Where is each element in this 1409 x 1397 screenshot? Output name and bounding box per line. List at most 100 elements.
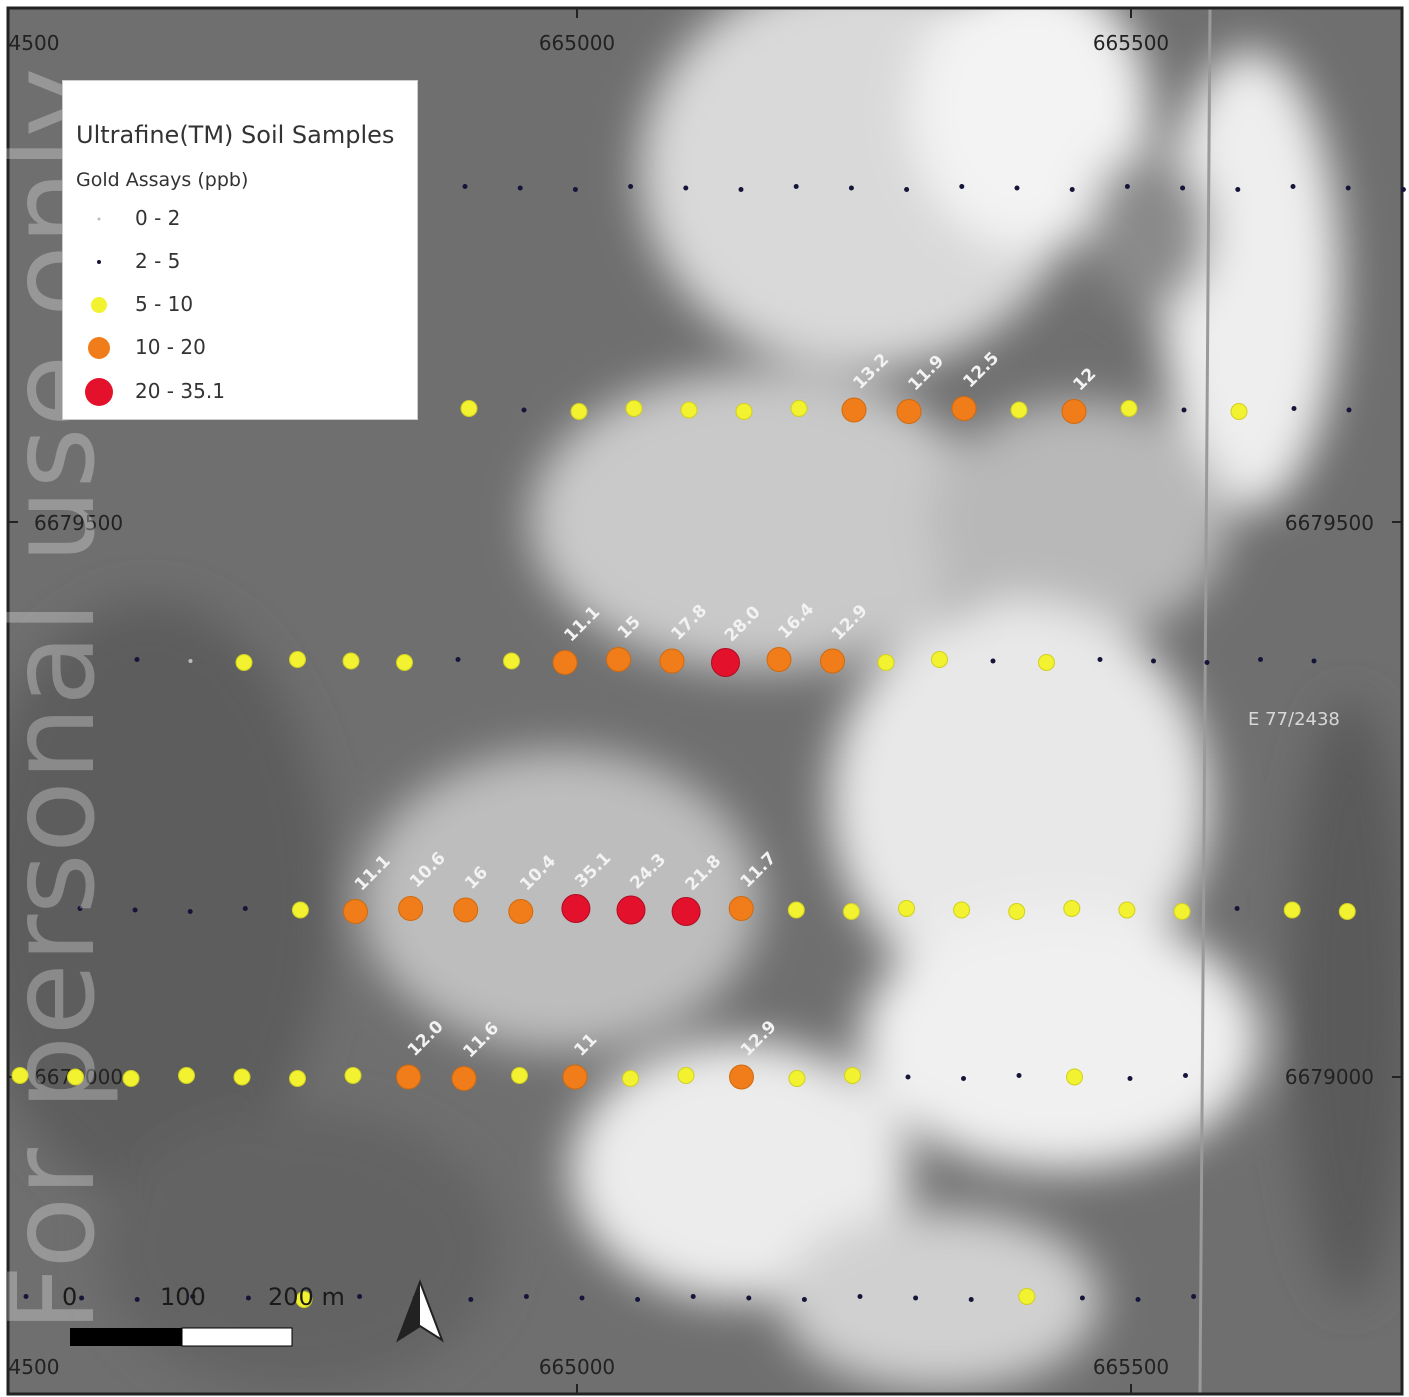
soil-sample-point[interactable] — [729, 1064, 754, 1090]
soil-sample-point[interactable] — [1018, 1288, 1036, 1305]
soil-sample-point[interactable] — [677, 1067, 695, 1084]
soil-sample-point[interactable] — [931, 651, 948, 668]
soil-sample-point[interactable] — [728, 896, 754, 921]
soil-sample-point[interactable] — [1120, 400, 1138, 417]
soil-sample-point[interactable] — [690, 1294, 696, 1299]
soil-sample-point[interactable] — [122, 1070, 140, 1087]
soil-sample-point[interactable] — [905, 1074, 911, 1080]
soil-sample-point[interactable] — [1283, 901, 1301, 919]
soil-sample-point[interactable] — [342, 652, 360, 670]
soil-sample-point[interactable] — [1204, 660, 1210, 665]
soil-sample-point[interactable] — [625, 400, 643, 417]
soil-sample-point[interactable] — [1338, 903, 1356, 920]
soil-sample-point[interactable] — [622, 1070, 639, 1087]
soil-sample-point[interactable] — [746, 1295, 752, 1301]
soil-sample-point[interactable] — [1097, 657, 1103, 662]
soil-sample-point[interactable] — [953, 901, 971, 919]
soil-sample-point[interactable] — [1061, 399, 1087, 424]
soil-sample-point[interactable] — [877, 654, 895, 671]
soil-sample-point[interactable] — [1235, 187, 1241, 192]
soil-sample-point[interactable] — [1180, 185, 1186, 191]
soil-sample-point[interactable] — [968, 1297, 974, 1302]
soil-sample-point[interactable] — [896, 399, 922, 424]
soil-sample-point[interactable] — [1069, 187, 1075, 192]
soil-sample-point[interactable] — [1151, 658, 1156, 664]
soil-sample-point[interactable] — [801, 1297, 807, 1302]
soil-sample-point[interactable] — [233, 1068, 251, 1086]
soil-sample-point[interactable] — [521, 407, 527, 413]
soil-sample-point[interactable] — [788, 1070, 806, 1087]
soil-sample-point[interactable] — [766, 647, 792, 672]
soil-sample-point[interactable] — [1173, 903, 1191, 920]
soil-sample-point[interactable] — [1181, 407, 1187, 413]
soil-sample-point[interactable] — [1234, 906, 1240, 911]
soil-sample-point[interactable] — [1230, 403, 1248, 420]
soil-sample-point[interactable] — [579, 1295, 585, 1301]
soil-sample-point[interactable] — [904, 187, 910, 192]
soil-sample-point[interactable] — [738, 187, 744, 192]
soil-sample-point[interactable] — [11, 1067, 29, 1084]
soil-sample-point[interactable] — [1127, 1076, 1133, 1081]
soil-sample-point[interactable] — [1016, 1073, 1022, 1078]
soil-sample-point[interactable] — [291, 901, 309, 919]
soil-sample-point[interactable] — [951, 396, 977, 421]
soil-sample-point[interactable] — [616, 895, 646, 925]
soil-sample-point[interactable] — [1258, 657, 1263, 662]
soil-sample-point[interactable] — [844, 1067, 861, 1084]
soil-sample-point[interactable] — [67, 1068, 84, 1086]
soil-sample-point[interactable] — [1290, 184, 1296, 189]
soil-sample-point[interactable] — [187, 909, 193, 914]
soil-sample-point[interactable] — [396, 1064, 421, 1090]
soil-sample-point[interactable] — [468, 1297, 474, 1302]
soil-sample-point[interactable] — [79, 1295, 85, 1301]
soil-sample-point[interactable] — [841, 397, 867, 423]
soil-sample-point[interactable] — [572, 187, 578, 192]
soil-sample-point[interactable] — [289, 1070, 306, 1087]
soil-sample-point[interactable] — [396, 654, 413, 671]
soil-sample-point[interactable] — [295, 1291, 313, 1308]
soil-sample-point[interactable] — [913, 1295, 919, 1301]
soil-sample-point[interactable] — [462, 184, 468, 189]
soil-sample-point[interactable] — [683, 185, 689, 191]
soil-sample-point[interactable] — [671, 897, 701, 926]
soil-sample-point[interactable] — [511, 1067, 528, 1084]
soil-sample-point[interactable] — [680, 401, 698, 419]
soil-sample-point[interactable] — [820, 648, 845, 674]
soil-sample-point[interactable] — [1400, 187, 1406, 192]
soil-sample-point[interactable] — [562, 1064, 588, 1090]
soil-sample-point[interactable] — [132, 907, 138, 913]
soil-sample-point[interactable] — [848, 185, 854, 191]
soil-sample-point[interactable] — [793, 184, 799, 189]
soil-sample-point[interactable] — [1346, 407, 1352, 413]
soil-sample-point[interactable] — [503, 652, 520, 670]
soil-sample-point[interactable] — [451, 1066, 477, 1091]
soil-sample-point[interactable] — [787, 901, 805, 919]
soil-sample-point[interactable] — [190, 1294, 196, 1299]
soil-sample-point[interactable] — [398, 896, 424, 921]
soil-sample-point[interactable] — [344, 1067, 362, 1084]
soil-sample-point[interactable] — [523, 1294, 529, 1299]
soil-sample-point[interactable] — [1066, 1068, 1083, 1086]
soil-sample-point[interactable] — [1291, 406, 1297, 411]
soil-sample-point[interactable] — [735, 403, 753, 420]
soil-sample-point[interactable] — [1014, 185, 1020, 191]
soil-sample-point[interactable] — [1124, 184, 1130, 189]
soil-sample-point[interactable] — [357, 1294, 363, 1299]
soil-sample-point[interactable] — [790, 400, 808, 417]
soil-sample-point[interactable] — [561, 894, 591, 923]
soil-sample-point[interactable] — [606, 647, 631, 672]
soil-sample-point[interactable] — [517, 185, 523, 191]
soil-sample-point[interactable] — [959, 184, 965, 189]
soil-sample-point[interactable] — [1345, 185, 1351, 191]
soil-sample-point[interactable] — [1038, 654, 1055, 671]
soil-sample-point[interactable] — [635, 1297, 641, 1302]
soil-sample-point[interactable] — [842, 903, 860, 920]
soil-sample-point[interactable] — [134, 1297, 140, 1302]
soil-sample-point[interactable] — [235, 654, 253, 671]
soil-sample-point[interactable] — [1063, 900, 1081, 917]
soil-sample-point[interactable] — [1079, 1295, 1085, 1301]
soil-sample-point[interactable] — [1118, 901, 1136, 919]
soil-sample-point[interactable] — [1183, 1073, 1188, 1078]
soil-sample-point[interactable] — [1311, 658, 1317, 664]
